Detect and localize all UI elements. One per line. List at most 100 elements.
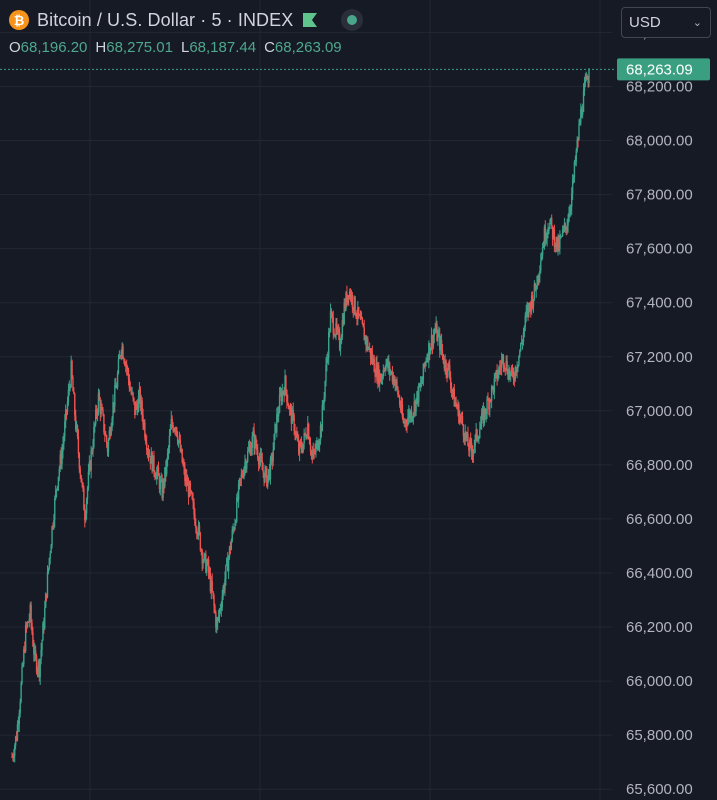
candle-body	[378, 373, 381, 385]
candle-body	[563, 223, 566, 229]
candle-body	[320, 425, 323, 432]
price-axis[interactable]: 65,600.00 65,800.00 66,000.00 66,200.00 66,4…	[626, 24, 693, 798]
candle-body	[404, 420, 406, 424]
candle-body	[140, 400, 142, 408]
candle-body	[394, 383, 396, 386]
candle-body	[378, 365, 380, 385]
candle-body	[286, 389, 288, 403]
candle-body	[427, 357, 429, 361]
ohlc-legend: O68,196.20 H68,275.01 L68,187.44 C68,263…	[9, 39, 342, 56]
candle-body	[467, 433, 469, 447]
candle-body	[136, 405, 139, 412]
candle-body	[277, 413, 279, 417]
candle-body	[296, 432, 298, 438]
candle-body	[463, 435, 466, 441]
candle-body	[289, 407, 292, 409]
candle-body	[70, 360, 72, 387]
candle-body	[469, 439, 472, 443]
candle-body	[261, 460, 263, 471]
close-label: C	[264, 39, 275, 56]
candle-body	[64, 421, 66, 437]
y-tick-label: 66,000.00	[626, 673, 693, 690]
candle-body	[177, 440, 180, 443]
candle-body	[49, 553, 51, 559]
candle-body	[189, 482, 192, 491]
candle-body	[564, 223, 567, 227]
candle-body	[476, 429, 478, 440]
candle-body	[216, 618, 219, 624]
candle-body	[114, 385, 116, 407]
candle-body	[388, 362, 391, 373]
candle-body	[577, 139, 579, 141]
candle-body	[290, 407, 293, 424]
candle-body	[458, 404, 460, 423]
candle-body	[13, 756, 15, 758]
candle-body	[297, 440, 300, 454]
candle-body	[85, 499, 88, 514]
y-tick-label: 67,400.00	[626, 295, 693, 312]
candle-body	[174, 429, 176, 431]
flag-icon[interactable]	[301, 12, 319, 28]
open-number: 68,196.20	[20, 39, 88, 56]
candle-body	[61, 451, 63, 464]
candle-body	[342, 320, 344, 325]
candle-body	[377, 365, 379, 381]
candle-body	[326, 359, 328, 366]
candle-body	[555, 236, 557, 246]
candle-body	[457, 404, 459, 409]
candle-body	[287, 404, 290, 410]
candle-body	[74, 394, 76, 416]
candle-body	[159, 480, 162, 490]
candle-body	[269, 458, 272, 479]
candle-body	[554, 245, 557, 248]
candle-body	[222, 586, 224, 597]
candle-body	[307, 423, 309, 438]
candle-body	[277, 412, 280, 417]
candle-body	[510, 371, 512, 377]
candle-body	[339, 343, 342, 350]
candle-body	[89, 461, 91, 471]
currency-select[interactable]: USD ⌄	[621, 7, 711, 38]
candle-body	[343, 303, 345, 325]
candle-body	[80, 474, 82, 483]
y-tick-label: 65,600.00	[626, 781, 693, 798]
candle-body	[252, 430, 254, 437]
candle-body	[50, 545, 52, 554]
candle-body	[115, 385, 117, 388]
candle-body	[123, 358, 125, 362]
candle-body	[191, 492, 193, 500]
candle-body	[227, 557, 230, 572]
candle-body	[471, 452, 474, 456]
market-status-icon[interactable]	[341, 9, 364, 31]
symbol-title[interactable]: Bitcoin / U.S. Dollar · 5 · INDEX	[37, 9, 294, 30]
candle-body	[59, 454, 61, 469]
candle-body	[361, 318, 364, 324]
open-label: O	[9, 39, 21, 56]
candle-body	[519, 350, 521, 356]
candle-body	[35, 656, 38, 672]
candle-body	[196, 534, 199, 536]
candle-body	[68, 387, 71, 390]
candle-body	[516, 368, 518, 373]
candle-body	[279, 392, 282, 395]
candle-body	[26, 621, 29, 627]
bitcoin-icon[interactable]: ₿	[9, 10, 29, 30]
candle-body	[530, 295, 533, 312]
candle-body	[468, 446, 470, 451]
candle-body	[64, 409, 67, 422]
candle-body	[460, 416, 463, 418]
candle-body	[581, 108, 583, 116]
candle-body	[235, 521, 237, 524]
candle-body	[168, 435, 171, 448]
y-tick-label: 67,200.00	[626, 349, 693, 366]
candle-body	[209, 573, 212, 592]
y-tick-label: 68,000.00	[626, 133, 693, 150]
candle-body	[514, 367, 516, 380]
candle-body	[164, 467, 166, 486]
candle-body	[571, 179, 574, 194]
candle-body	[473, 445, 476, 450]
candle-body	[472, 449, 475, 456]
candle-body	[311, 452, 314, 458]
